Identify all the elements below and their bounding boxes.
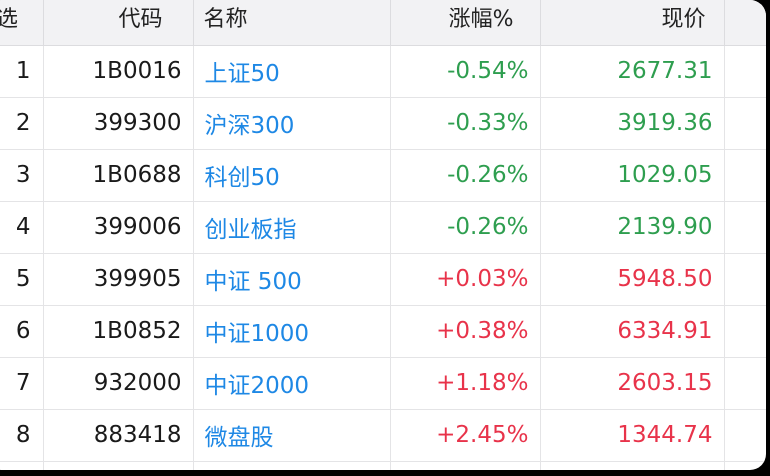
row-price: 1029.05 bbox=[540, 149, 725, 202]
header-price[interactable]: 现价 bbox=[540, 0, 725, 46]
header-name[interactable]: 名称 bbox=[193, 0, 391, 46]
row-code: 399006 bbox=[43, 201, 194, 254]
row-extra bbox=[724, 305, 766, 358]
row-price: 2603.15 bbox=[540, 357, 725, 410]
row-name[interactable]: 微盘股 bbox=[193, 409, 391, 462]
row-extra bbox=[724, 253, 766, 306]
row-extra bbox=[724, 357, 766, 410]
row-change-percent: -0.26% bbox=[390, 201, 541, 254]
table-row[interactable]: 2 399300 沪深300 -0.33% 3919.36 bbox=[0, 97, 766, 150]
row-code: 1B0852 bbox=[43, 305, 194, 358]
row-price: 3919.36 bbox=[540, 97, 725, 150]
header-extra bbox=[724, 0, 766, 46]
table-row[interactable]: 8 883418 微盘股 +2.45% 1344.74 bbox=[0, 409, 766, 462]
row-price: 6334.91 bbox=[540, 305, 725, 358]
row-price: 1344.74 bbox=[540, 409, 725, 462]
row-code: 1B0688 bbox=[43, 149, 194, 202]
row-name[interactable]: 中证1000 bbox=[193, 305, 391, 358]
partial-cell bbox=[390, 461, 541, 470]
row-code: 399905 bbox=[43, 253, 194, 306]
row-index: 7 bbox=[0, 357, 44, 410]
row-change-percent: -0.54% bbox=[390, 45, 541, 98]
partial-cell bbox=[724, 461, 766, 470]
row-index: 8 bbox=[0, 409, 44, 462]
row-name[interactable]: 中证 500 bbox=[193, 253, 391, 306]
row-code: 1B0016 bbox=[43, 45, 194, 98]
row-extra bbox=[724, 97, 766, 150]
row-change-percent: +0.38% bbox=[390, 305, 541, 358]
table-row[interactable]: 1 1B0016 上证50 -0.54% 2677.31 bbox=[0, 45, 766, 98]
row-code: 883418 bbox=[43, 409, 194, 462]
row-price: 2677.31 bbox=[540, 45, 725, 98]
partial-cell bbox=[193, 461, 391, 470]
table-row-partial bbox=[0, 461, 766, 470]
row-code: 932000 bbox=[43, 357, 194, 410]
row-name[interactable]: 沪深300 bbox=[193, 97, 391, 150]
row-extra bbox=[724, 409, 766, 462]
row-extra bbox=[724, 149, 766, 202]
row-price: 5948.50 bbox=[540, 253, 725, 306]
row-extra bbox=[724, 45, 766, 98]
row-code: 399300 bbox=[43, 97, 194, 150]
row-index: 2 bbox=[0, 97, 44, 150]
header-change-percent[interactable]: 涨幅% bbox=[390, 0, 541, 46]
row-price: 2139.90 bbox=[540, 201, 725, 254]
partial-cell bbox=[0, 461, 44, 470]
row-index: 5 bbox=[0, 253, 44, 306]
table-row[interactable]: 4 399006 创业板指 -0.26% 2139.90 bbox=[0, 201, 766, 254]
row-name[interactable]: 中证2000 bbox=[193, 357, 391, 410]
partial-cell bbox=[43, 461, 194, 470]
row-change-percent: +0.03% bbox=[390, 253, 541, 306]
header-select[interactable]: 选 bbox=[0, 0, 44, 46]
row-index: 6 bbox=[0, 305, 44, 358]
row-name[interactable]: 创业板指 bbox=[193, 201, 391, 254]
row-change-percent: -0.33% bbox=[390, 97, 541, 150]
row-index: 3 bbox=[0, 149, 44, 202]
row-change-percent: +1.18% bbox=[390, 357, 541, 410]
row-index: 1 bbox=[0, 45, 44, 98]
table-row[interactable]: 7 932000 中证2000 +1.18% 2603.15 bbox=[0, 357, 766, 410]
header-code[interactable]: 代码 bbox=[43, 0, 194, 46]
partial-cell bbox=[540, 461, 725, 470]
row-change-percent: +2.45% bbox=[390, 409, 541, 462]
table-row[interactable]: 6 1B0852 中证1000 +0.38% 6334.91 bbox=[0, 305, 766, 358]
row-extra bbox=[724, 201, 766, 254]
table-row[interactable]: 5 399905 中证 500 +0.03% 5948.50 bbox=[0, 253, 766, 306]
row-change-percent: -0.26% bbox=[390, 149, 541, 202]
row-index: 4 bbox=[0, 201, 44, 254]
row-name[interactable]: 科创50 bbox=[193, 149, 391, 202]
table-row[interactable]: 3 1B0688 科创50 -0.26% 1029.05 bbox=[0, 149, 766, 202]
table-header-row: 选 代码 名称 涨幅% 现价 bbox=[0, 0, 766, 46]
row-name[interactable]: 上证50 bbox=[193, 45, 391, 98]
